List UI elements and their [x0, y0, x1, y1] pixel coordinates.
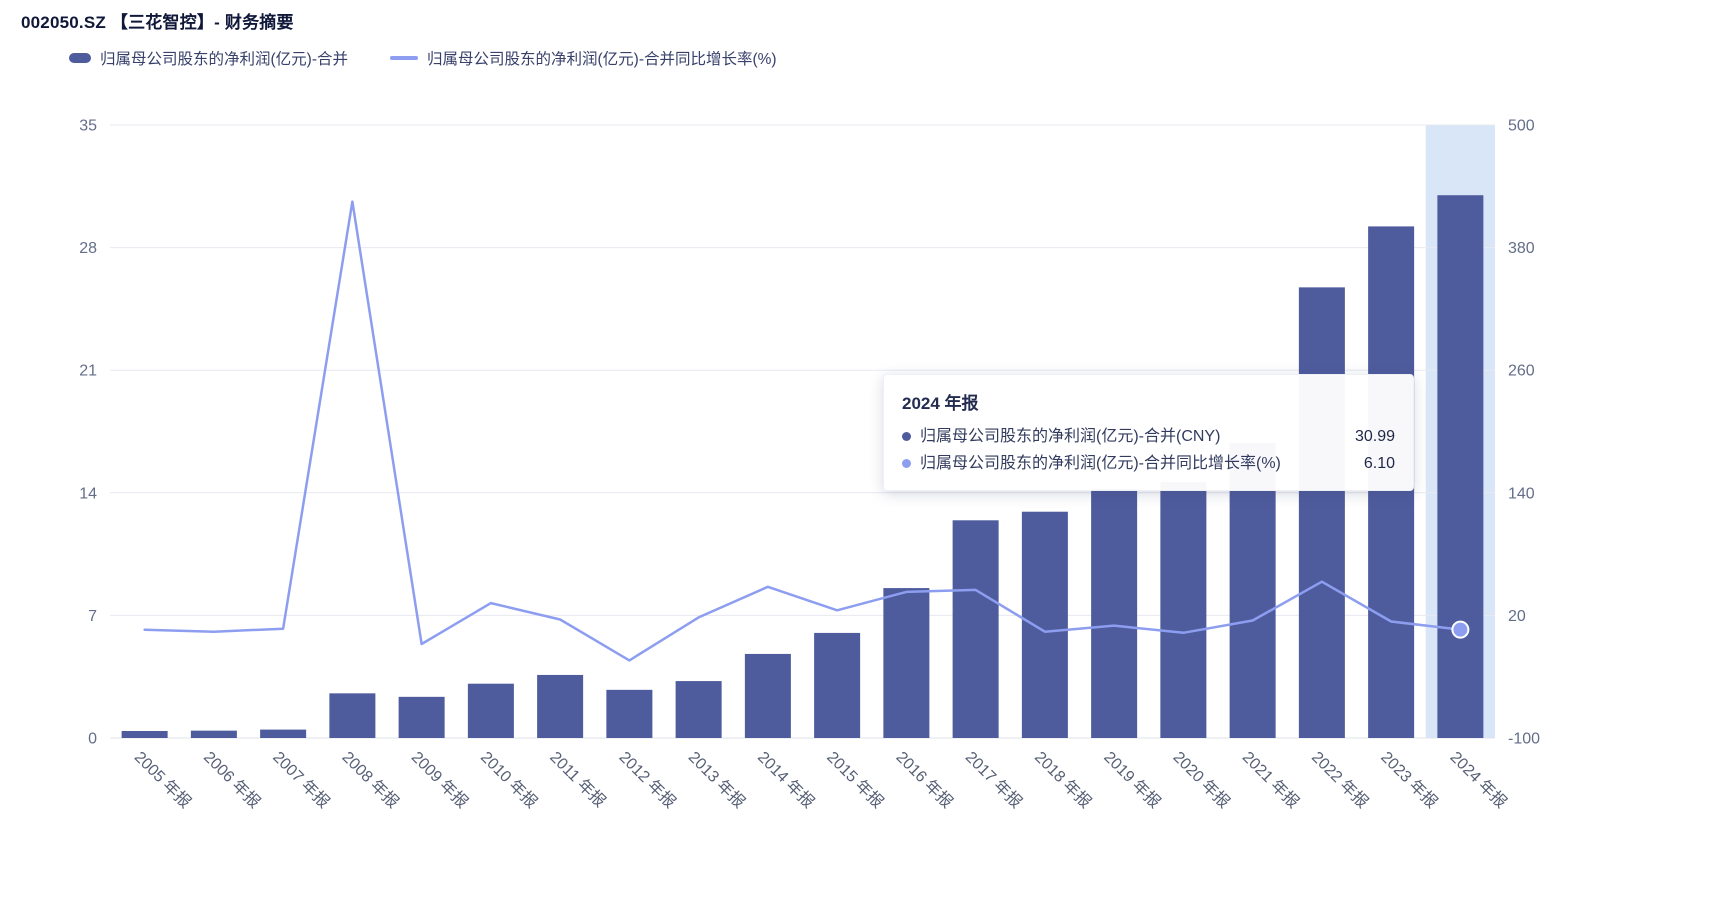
x-axis-label: 2021 年报 [1239, 748, 1303, 812]
growth-rate-line [143, 200, 1462, 662]
left-axis-tick-label: 35 [79, 118, 97, 135]
right-axis-tick-label: 500 [1508, 118, 1535, 135]
x-axis-label: 2006 年报 [200, 748, 264, 812]
right-axis-tick-label: 260 [1508, 363, 1535, 380]
bar-2011[interactable] [537, 674, 584, 738]
line-point-2024 [1451, 620, 1470, 639]
bar-2006[interactable] [190, 730, 237, 738]
x-axis-label: 2015 年报 [823, 748, 887, 812]
tooltip-row: 归属母公司股东的净利润(亿元)-合并(CNY) 30.99 [902, 423, 1395, 450]
bar-2021[interactable] [1229, 443, 1276, 738]
legend-item-net-profit[interactable]: 归属母公司股东的净利润(亿元)-合并 [69, 47, 348, 69]
series-dot-icon [902, 459, 911, 468]
x-axis-label: 2016 年报 [893, 748, 957, 812]
tooltip-series-label: 归属母公司股东的净利润(亿元)-合并同比增长率(%) [920, 455, 1281, 472]
bar-2013[interactable] [675, 681, 722, 738]
bar-2005[interactable] [121, 730, 168, 738]
bar-series-swatch [69, 53, 91, 63]
x-axis-label: 2012 年报 [616, 748, 680, 812]
x-axis-label: 2017 年报 [962, 748, 1026, 812]
left-axis-tick-label: 7 [88, 608, 97, 625]
tooltip-rows: 归属母公司股东的净利润(亿元)-合并(CNY) 30.99 归属母公司股东的净利润(… [902, 423, 1395, 477]
legend-label: 归属母公司股东的净利润(亿元)-合并同比增长率(%) [427, 51, 777, 68]
x-axis-label: 2011 年报 [546, 748, 609, 811]
x-axis-label: 2009 年报 [408, 748, 472, 812]
left-axis-tick-label: 14 [79, 485, 97, 502]
bar-2010[interactable] [467, 683, 514, 738]
bar-2007[interactable] [260, 729, 307, 738]
bar-2020[interactable] [1160, 481, 1207, 738]
bar-2014[interactable] [744, 653, 791, 738]
tooltip-series-label: 归属母公司股东的净利润(亿元)-合并(CNY) [920, 428, 1221, 445]
x-axis-label: 2010 年报 [477, 748, 541, 812]
bar-2012[interactable] [606, 689, 653, 738]
left-axis-tick-label: 0 [88, 731, 97, 748]
x-axis-label: 2019 年报 [1100, 748, 1164, 812]
x-axis-label: 2024 年报 [1447, 748, 1511, 812]
legend-label: 归属母公司股东的净利润(亿元)-合并 [100, 51, 348, 68]
x-axis-label: 2018 年报 [1031, 748, 1095, 812]
x-axis-label: 2014 年报 [754, 748, 818, 812]
bar-2008[interactable] [329, 693, 376, 738]
bar-2015[interactable] [814, 632, 861, 738]
tooltip-title: 2024 年报 [902, 394, 979, 413]
chart-tooltip: 2024 年报 归属母公司股东的净利润(亿元)-合并(CNY) 30.99 归属母公… [883, 374, 1414, 491]
tooltip-series-value: 30.99 [1354, 428, 1395, 445]
bar-2019[interactable] [1091, 489, 1138, 738]
x-axis-label: 2007 年报 [269, 748, 333, 812]
x-axis-label: 2023 年报 [1377, 748, 1441, 812]
tooltip-row: 归属母公司股东的净利润(亿元)-合并同比增长率(%) 6.10 [902, 450, 1395, 477]
bar-2017[interactable] [952, 520, 999, 738]
bar-2018[interactable] [1021, 511, 1068, 738]
bar-2016[interactable] [883, 588, 930, 738]
page-title: 002050.SZ 【三花智控】- 财务摘要 [21, 13, 294, 32]
tooltip-series-value: 6.10 [1363, 455, 1395, 472]
bar-2009[interactable] [398, 696, 445, 738]
series-dot-icon [902, 432, 911, 441]
x-axis-label: 2020 年报 [1170, 748, 1234, 812]
right-axis-tick-label: 20 [1508, 608, 1526, 625]
bar-2024[interactable] [1437, 195, 1484, 738]
right-axis-tick-label: 380 [1508, 240, 1535, 257]
left-axis-tick-label: 21 [79, 363, 97, 380]
right-axis-tick-label: 140 [1508, 485, 1535, 502]
legend-item-growth-rate[interactable]: 归属母公司股东的净利润(亿元)-合并同比增长率(%) [390, 47, 777, 69]
right-axis-tick-label: -100 [1508, 731, 1540, 748]
chart-legend: 归属母公司股东的净利润(亿元)-合并 归属母公司股东的净利润(亿元)-合并同比增长… [69, 47, 777, 69]
x-axis-label: 2008 年报 [339, 748, 403, 812]
x-axis-label: 2005 年报 [131, 748, 195, 812]
x-axis-label: 2022 年报 [1308, 748, 1372, 812]
bar-2022[interactable] [1298, 287, 1345, 738]
left-axis-tick-label: 28 [79, 240, 97, 257]
line-series-swatch [390, 56, 418, 60]
x-axis-label: 2013 年报 [685, 748, 749, 812]
